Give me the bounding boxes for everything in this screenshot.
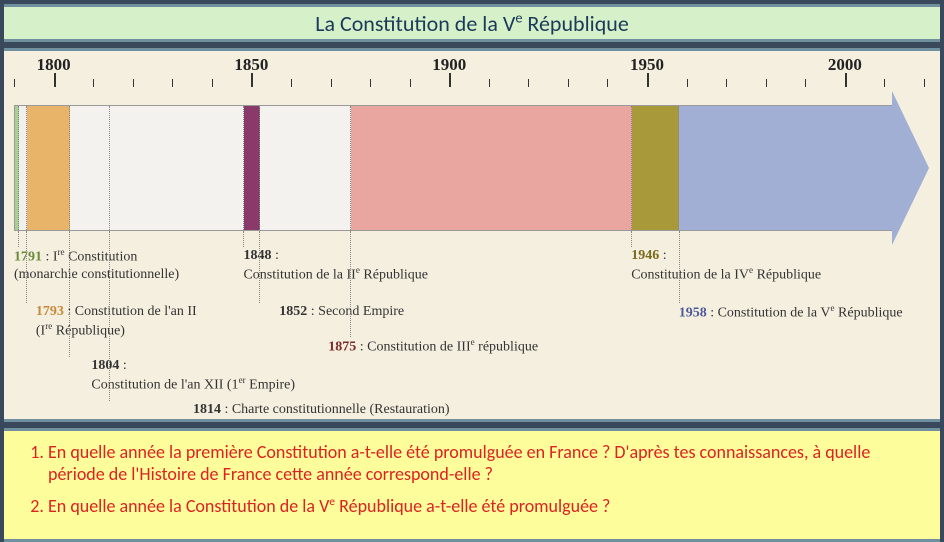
guide-line: [259, 231, 260, 303]
timeline-segment: [679, 106, 892, 230]
axis-major-tick: [54, 73, 56, 87]
axis: 18001850190019502000: [4, 65, 940, 89]
guide-line: [350, 231, 351, 337]
timeline-annotation: 1804 :Constitution de l'an XII (1er Empi…: [91, 357, 295, 394]
guide-line: [69, 231, 70, 357]
axis-major-tick: [647, 73, 649, 87]
timeline-annotation: 1946 :Constitution de la IVe République: [631, 247, 821, 284]
axis-minor-tick: [370, 79, 371, 87]
axis-minor-tick: [133, 79, 134, 87]
title-bar: La Constitution de la Ve République: [4, 4, 940, 42]
timeline-segment: [110, 106, 244, 230]
timeline-arrow-head: [892, 91, 929, 245]
axis-minor-tick: [805, 79, 806, 87]
axis-minor-tick: [489, 79, 490, 87]
timeline-annotation: 1958 : Constitution de la Ve République: [679, 303, 903, 322]
timeline-segment: [27, 106, 70, 230]
question-item: En quelle année la première Constitution…: [48, 441, 918, 485]
axis-minor-tick: [884, 79, 885, 87]
timeline-segment: [244, 106, 260, 230]
guide-line: [631, 231, 632, 247]
axis-major-tick: [251, 73, 253, 87]
guide-line: [109, 231, 110, 401]
axis-minor-tick: [766, 79, 767, 87]
timeline-annotation: 1793 : Constitution de l'an II(Ire Répub…: [36, 303, 197, 340]
guide-line: [26, 231, 27, 303]
axis-minor-tick: [291, 79, 292, 87]
axis-minor-tick: [410, 79, 411, 87]
axis-minor-tick: [924, 79, 925, 87]
axis-minor-tick: [607, 79, 608, 87]
axis-minor-tick: [331, 79, 332, 87]
timeline-segment: [260, 106, 351, 230]
timeline-annotation: 1848 :Constitution de la IIe République: [243, 247, 427, 284]
axis-minor-tick: [726, 79, 727, 87]
timeline-annotation: 1814 : Charte constitutionnelle (Restaur…: [193, 401, 450, 419]
timeline-annotation: 1852 : Second Empire: [279, 303, 404, 321]
guide-line: [243, 231, 244, 247]
timeline-segment: [351, 106, 632, 230]
timeline-annotation: 1875 : Constitution de IIIe république: [328, 337, 538, 356]
questions-list: En quelle année la première Constitution…: [26, 441, 918, 517]
axis-major-tick: [449, 73, 451, 87]
timeline-arrow-body: [14, 105, 892, 231]
axis-major-tick: [845, 73, 847, 87]
timeline-segment: [19, 106, 27, 230]
axis-minor-tick: [172, 79, 173, 87]
axis-minor-tick: [687, 79, 688, 87]
timeline-segment: [70, 106, 110, 230]
axis-minor-tick: [528, 79, 529, 87]
timeline-annotation: 1791 : Ire Constitution(monarchie consti…: [14, 247, 179, 284]
guide-line: [679, 231, 680, 303]
axis-minor-tick: [212, 79, 213, 87]
questions-panel: En quelle année la première Constitution…: [4, 428, 940, 542]
page-title: La Constitution de la Ve République: [315, 10, 629, 37]
axis-label: 2000: [828, 55, 862, 75]
question-item: En quelle année la Constitution de la Ve…: [48, 495, 918, 517]
axis-label: 1900: [432, 55, 466, 75]
timeline-panel: 18001850190019502000 1791 : Ire Constitu…: [4, 48, 940, 422]
timeline-segment: [632, 106, 679, 230]
axis-minor-tick: [93, 79, 94, 87]
axis-label: 1950: [630, 55, 664, 75]
axis-label: 1850: [234, 55, 268, 75]
guide-line: [18, 231, 19, 247]
axis-label: 1800: [37, 55, 71, 75]
axis-minor-tick: [14, 79, 15, 87]
axis-minor-tick: [568, 79, 569, 87]
